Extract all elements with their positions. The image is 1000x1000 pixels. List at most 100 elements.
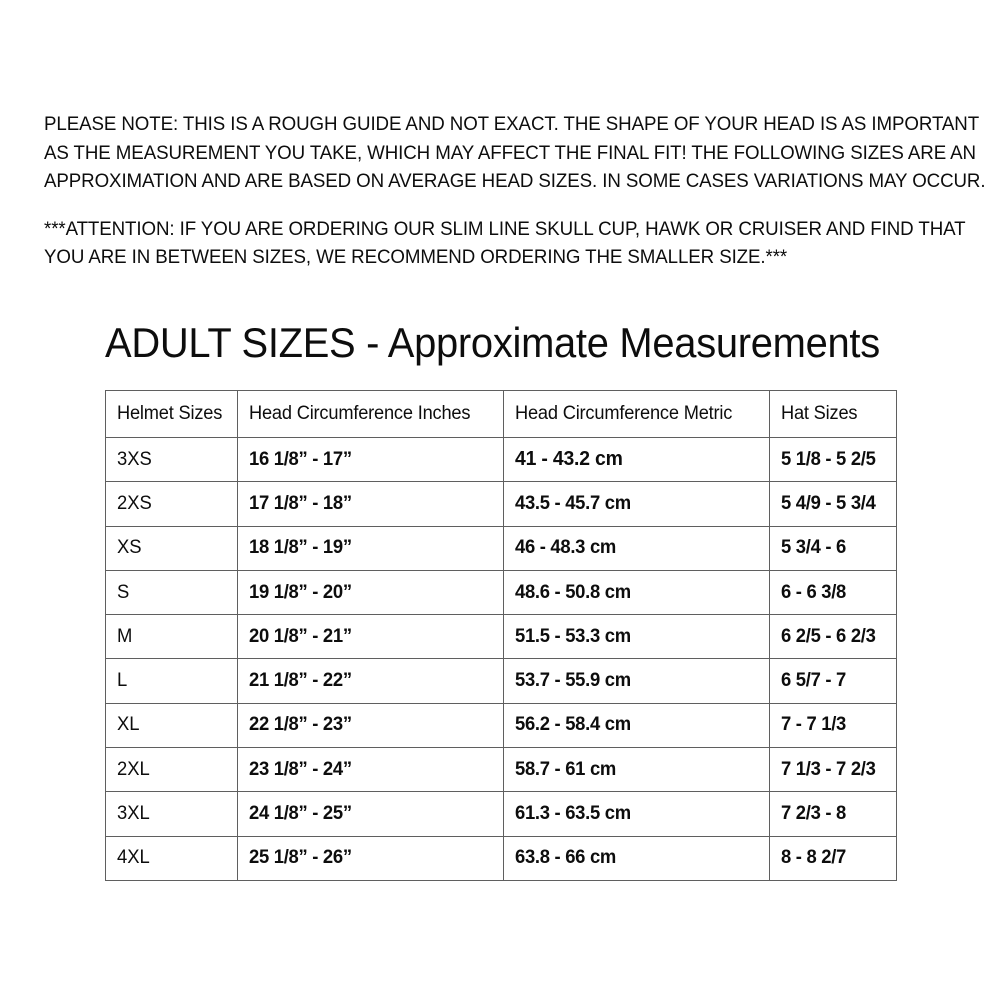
cell-value: XS — [117, 537, 142, 559]
column-header-head-circumference-inches: Head Circumference Inches — [237, 390, 504, 438]
cell-metric: 63.8 - 66 cm — [503, 835, 770, 881]
cell-value: 22 1/8” - 23” — [249, 714, 352, 736]
cell-value: 3XS — [117, 448, 152, 470]
cell-value: 25 1/8” - 26” — [249, 847, 352, 869]
cell-hat: 5 3/4 - 6 — [769, 525, 897, 571]
cell-value: 61.3 - 63.5 cm — [515, 803, 631, 825]
cell-hat: 7 1/3 - 7 2/3 — [769, 747, 897, 793]
table-body: 3XS 16 1/8” - 17” 41 - 43.2 cm 5 1/8 - 5 2/… — [105, 436, 897, 881]
cell-metric: 41 - 43.2 cm — [503, 436, 770, 483]
cell-hat: 7 2/3 - 8 — [769, 791, 897, 837]
table-row: 2XS 17 1/8” - 18” 43.5 - 45.7 cm 5 4/9 - 5 … — [105, 481, 897, 527]
note-line: ***ATTENTION: IF YOU ARE ORDERING OUR SL… — [44, 217, 966, 240]
cell-inches: 21 1/8” - 22” — [237, 658, 504, 704]
cell-inches: 25 1/8” - 26” — [237, 835, 504, 881]
cell-value: XL — [117, 714, 140, 736]
table-row: XS 18 1/8” - 19” 46 - 48.3 cm 5 3/4 - 6 — [105, 525, 897, 571]
cell-metric: 53.7 - 55.9 cm — [503, 658, 770, 704]
cell-value: 2XL — [117, 758, 150, 780]
table-row: XL 22 1/8” - 23” 56.2 - 58.4 cm 7 - 7 1/3 — [105, 702, 897, 749]
note-line: YOU ARE IN BETWEEN SIZES, WE RECOMMEND O… — [44, 246, 788, 268]
cell-hat: 8 - 8 2/7 — [769, 835, 897, 881]
cell-value: 58.7 - 61 cm — [515, 758, 617, 780]
cell-metric: 56.2 - 58.4 cm — [503, 702, 770, 749]
cell-helmet: M — [105, 614, 238, 660]
cell-hat: 6 - 6 3/8 — [769, 569, 897, 616]
rough-guide-note: PLEASE NOTE: THIS IS A ROUGH GUIDE AND N… — [44, 110, 986, 196]
cell-value: M — [117, 625, 133, 647]
cell-value: 5 1/8 - 5 2/5 — [781, 448, 876, 470]
cell-helmet: 3XL — [105, 791, 238, 837]
cell-value: 5 4/9 - 5 3/4 — [781, 492, 876, 514]
column-header-helmet-sizes: Helmet Sizes — [105, 390, 238, 438]
cell-value: 6 5/7 - 7 — [781, 670, 847, 692]
cell-value: 16 1/8” - 17” — [249, 448, 352, 470]
cell-hat: 6 2/5 - 6 2/3 — [769, 614, 897, 660]
cell-value: 7 2/3 - 8 — [781, 803, 847, 825]
cell-value: S — [117, 581, 130, 603]
table-header-row: Helmet Sizes Head Circumference Inches Hea… — [105, 390, 897, 438]
cell-metric: 43.5 - 45.7 cm — [503, 481, 770, 527]
table-row: 3XL 24 1/8” - 25” 61.3 - 63.5 cm 7 2/3 - 8 — [105, 791, 897, 837]
table-row: 3XS 16 1/8” - 17” 41 - 43.2 cm 5 1/8 - 5 2/… — [105, 436, 897, 483]
cell-value: 20 1/8” - 21” — [249, 625, 352, 647]
cell-helmet: S — [105, 569, 238, 616]
cell-value: 6 - 6 3/8 — [781, 581, 847, 603]
note-line: APPROXIMATION AND ARE BASED ON AVERAGE H… — [44, 170, 986, 192]
cell-helmet: 3XS — [105, 436, 238, 483]
cell-value: 23 1/8” - 24” — [249, 758, 352, 780]
cell-inches: 18 1/8” - 19” — [237, 525, 504, 571]
table-row: L 21 1/8” - 22” 53.7 - 55.9 cm 6 5/7 - 7 — [105, 658, 897, 704]
cell-metric: 58.7 - 61 cm — [503, 747, 770, 793]
table-row: S 19 1/8” - 20” 48.6 - 50.8 cm 6 - 6 3/8 — [105, 569, 897, 616]
table-row: 2XL 23 1/8” - 24” 58.7 - 61 cm 7 1/3 - 7 2/… — [105, 747, 897, 793]
cell-value: 8 - 8 2/7 — [781, 847, 847, 869]
size-table-container: Helmet Sizes Head Circumference Inches Hea… — [105, 390, 897, 881]
cell-value: 4XL — [117, 847, 150, 869]
cell-value: 56.2 - 58.4 cm — [515, 714, 631, 736]
cell-helmet: 2XS — [105, 481, 238, 527]
intro-notes: PLEASE NOTE: THIS IS A ROUGH GUIDE AND N… — [44, 110, 986, 272]
cell-metric: 51.5 - 53.3 cm — [503, 614, 770, 660]
cell-helmet: XS — [105, 525, 238, 571]
cell-value: 48.6 - 50.8 cm — [515, 581, 631, 603]
cell-value: 43.5 - 45.7 cm — [515, 492, 631, 514]
cell-helmet: 4XL — [105, 835, 238, 881]
column-header-hat-sizes: Hat Sizes — [769, 390, 897, 438]
cell-hat: 6 5/7 - 7 — [769, 658, 897, 704]
cell-helmet: XL — [105, 702, 238, 749]
cell-value: 41 - 43.2 cm — [515, 448, 623, 471]
cell-metric: 46 - 48.3 cm — [503, 525, 770, 571]
cell-value: 19 1/8” - 20” — [249, 581, 352, 603]
adult-size-table: Helmet Sizes Head Circumference Inches Hea… — [105, 390, 897, 881]
cell-hat: 5 4/9 - 5 3/4 — [769, 481, 897, 527]
cell-hat: 5 1/8 - 5 2/5 — [769, 436, 897, 483]
cell-value: 53.7 - 55.9 cm — [515, 670, 631, 692]
cell-inches: 22 1/8” - 23” — [237, 702, 504, 749]
cell-inches: 17 1/8” - 18” — [237, 481, 504, 527]
cell-value: 7 - 7 1/3 — [781, 714, 847, 736]
cell-value: 3XL — [117, 803, 150, 825]
cell-value: 18 1/8” - 19” — [249, 537, 352, 559]
cell-value: 5 3/4 - 6 — [781, 537, 847, 559]
cell-value: 24 1/8” - 25” — [249, 803, 352, 825]
cell-inches: 24 1/8” - 25” — [237, 791, 504, 837]
column-header-label: Head Circumference Metric — [515, 403, 733, 424]
cell-hat: 7 - 7 1/3 — [769, 702, 897, 749]
cell-inches: 20 1/8” - 21” — [237, 614, 504, 660]
page-title: ADULT SIZES - Approximate Measurements — [105, 319, 880, 366]
cell-inches: 16 1/8” - 17” — [237, 436, 504, 483]
cell-inches: 23 1/8” - 24” — [237, 747, 504, 793]
column-header-label: Helmet Sizes — [117, 403, 223, 424]
cell-value: 63.8 - 66 cm — [515, 847, 617, 869]
table-header: Helmet Sizes Head Circumference Inches Hea… — [105, 390, 897, 438]
cell-metric: 61.3 - 63.5 cm — [503, 791, 770, 837]
column-header-label: Hat Sizes — [781, 403, 858, 424]
cell-value: 46 - 48.3 cm — [515, 537, 617, 559]
cell-metric: 48.6 - 50.8 cm — [503, 569, 770, 616]
cell-value: L — [117, 670, 128, 692]
cell-value: 6 2/5 - 6 2/3 — [781, 625, 876, 647]
cell-value: 17 1/8” - 18” — [249, 492, 352, 514]
note-line: PLEASE NOTE: THIS IS A ROUGH GUIDE AND N… — [44, 113, 980, 135]
